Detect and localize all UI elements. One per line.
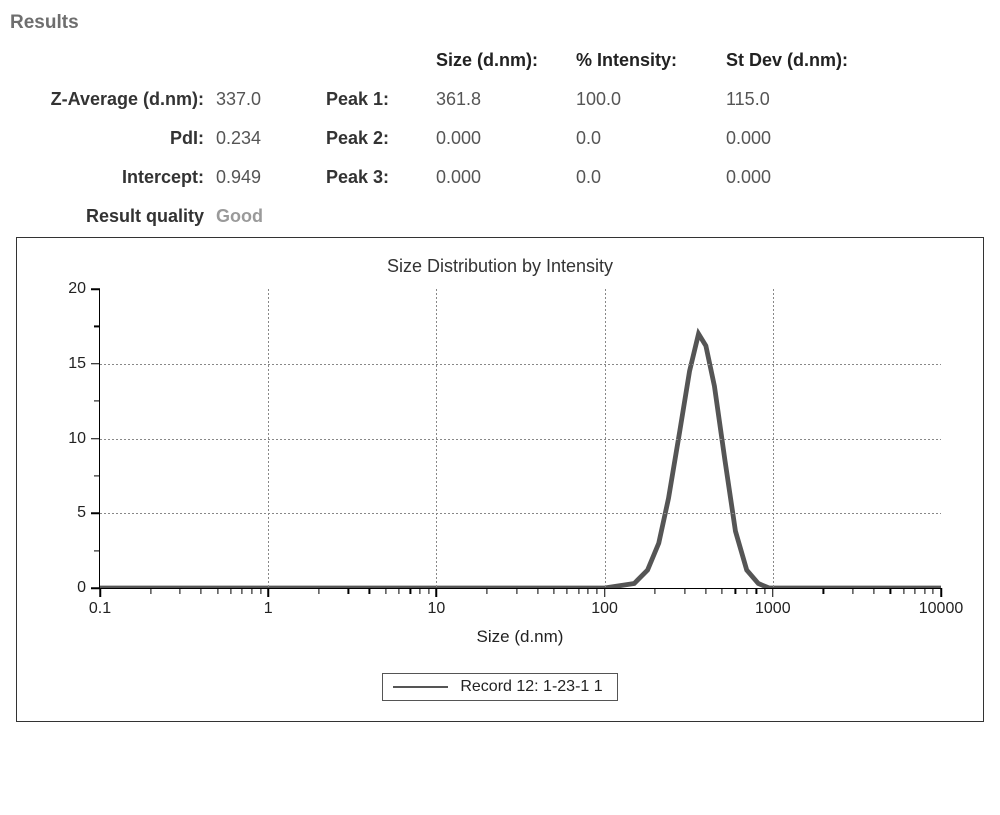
- peak2-stdev: 0.000: [726, 128, 876, 149]
- x-tick-label: 10000: [919, 600, 964, 618]
- pdi-value: 0.234: [216, 128, 326, 149]
- zavg-value: 337.0: [216, 89, 326, 110]
- zavg-label: Z-Average (d.nm):: [16, 89, 216, 110]
- quality-label: Result quality: [16, 206, 216, 227]
- legend-label: Record 12: 1-23-1 1: [460, 678, 602, 696]
- peak1-intensity: 100.0: [576, 89, 726, 110]
- peak3-intensity: 0.0: [576, 167, 726, 188]
- peak3-label: Peak 3:: [326, 167, 436, 188]
- x-tick-label: 1: [264, 600, 273, 618]
- x-tick-label: 1000: [755, 600, 791, 618]
- chart-legend: Record 12: 1-23-1 1: [382, 673, 617, 701]
- peak2-size: 0.000: [436, 128, 576, 149]
- results-heading: Results: [10, 12, 990, 34]
- results-table: Size (d.nm): % Intensity: St Dev (d.nm):…: [10, 50, 990, 227]
- y-tick-label: 10: [68, 430, 86, 448]
- peak2-label: Peak 2:: [326, 128, 436, 149]
- intercept-value: 0.949: [216, 167, 326, 188]
- x-tick-label: 100: [591, 600, 618, 618]
- peak3-stdev: 0.000: [726, 167, 876, 188]
- y-tick-label: 0: [77, 579, 86, 597]
- peak1-label: Peak 1:: [326, 89, 436, 110]
- intercept-label: Intercept:: [16, 167, 216, 188]
- x-tick-label: 10: [427, 600, 445, 618]
- legend-line-icon: [393, 686, 448, 688]
- y-tick-label: 20: [68, 280, 86, 298]
- peak2-intensity: 0.0: [576, 128, 726, 149]
- col-stdev-header: St Dev (d.nm):: [726, 50, 876, 71]
- pdi-label: PdI:: [16, 128, 216, 149]
- y-tick-label: 5: [77, 504, 86, 522]
- chart-panel: Size Distribution by Intensity Intensity…: [16, 237, 984, 722]
- y-tick-label: 15: [68, 355, 86, 373]
- chart-plot: Intensity (Percent) 051015200.1110100100…: [99, 289, 941, 647]
- peak1-size: 361.8: [436, 89, 576, 110]
- x-tick-label: 0.1: [89, 600, 111, 618]
- quality-value: Good: [216, 206, 326, 227]
- col-size-header: Size (d.nm):: [436, 50, 576, 71]
- chart-title: Size Distribution by Intensity: [39, 256, 961, 277]
- col-intensity-header: % Intensity:: [576, 50, 726, 71]
- peak3-size: 0.000: [436, 167, 576, 188]
- peak1-stdev: 115.0: [726, 89, 876, 110]
- x-axis-title: Size (d.nm): [99, 627, 941, 647]
